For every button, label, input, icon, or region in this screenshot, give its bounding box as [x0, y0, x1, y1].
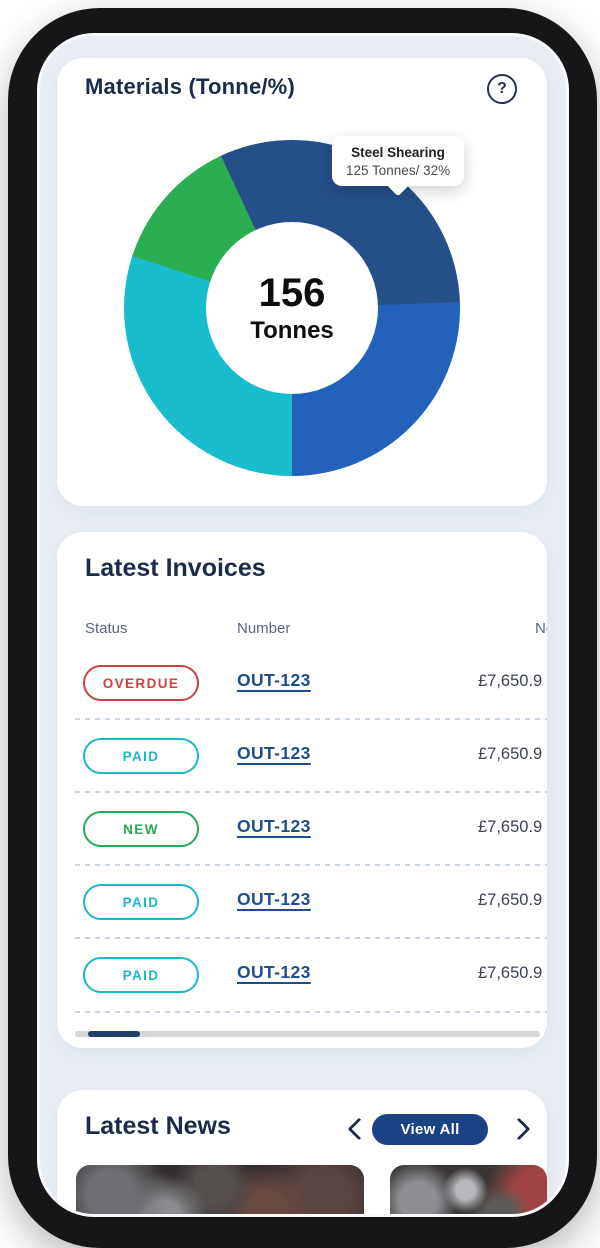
column-header-net-clipped: Ne: [535, 620, 547, 637]
invoice-amount: £7,650.9: [478, 818, 543, 836]
phone-frame: Materials (Tonne/%) ? 156 Tonnes Steel S…: [8, 8, 597, 1248]
app-screen: Materials (Tonne/%) ? 156 Tonnes Steel S…: [40, 36, 566, 1214]
column-header-status: Status: [85, 620, 128, 637]
latest-invoices-card: Latest Invoices Status Number Ne OVERDUE…: [57, 532, 547, 1048]
invoice-number-link[interactable]: OUT-123: [237, 670, 311, 690]
invoice-amount: £7,650.9: [478, 891, 543, 909]
invoice-number-link[interactable]: OUT-123: [237, 816, 311, 836]
tooltip-detail: 125 Tonnes/ 32%: [346, 163, 451, 178]
invoice-row: PAID OUT-123 £7,650.9: [57, 884, 547, 922]
horizontal-scrollbar[interactable]: [75, 1031, 540, 1037]
invoices-title: Latest Invoices: [85, 554, 266, 582]
invoice-row: OVERDUE OUT-123 £7,650.9: [57, 665, 547, 703]
donut-total-unit: Tonnes: [250, 317, 334, 344]
invoice-number-link[interactable]: OUT-123: [237, 962, 311, 982]
row-divider: [75, 1011, 547, 1013]
invoice-row: PAID OUT-123 £7,650.9: [57, 738, 547, 776]
status-badge: PAID: [83, 738, 199, 774]
tooltip-title: Steel Shearing: [351, 145, 445, 160]
scrollbar-thumb[interactable]: [88, 1031, 140, 1037]
column-header-number: Number: [237, 620, 291, 637]
news-title: Latest News: [85, 1112, 231, 1140]
invoice-number-link[interactable]: OUT-123: [237, 743, 311, 763]
row-divider: [75, 864, 547, 866]
row-divider: [75, 937, 547, 939]
invoice-amount: £7,650.9: [478, 745, 543, 763]
donut-chart[interactable]: 156 Tonnes: [124, 140, 460, 476]
row-divider: [75, 791, 547, 793]
news-photo-1[interactable]: [76, 1165, 364, 1214]
status-badge: PAID: [83, 957, 199, 993]
latest-news-card: Latest News View All: [57, 1090, 547, 1214]
chevron-left-icon[interactable]: [345, 1118, 367, 1140]
chart-tooltip: Steel Shearing 125 Tonnes/ 32%: [332, 136, 465, 186]
status-badge: NEW: [83, 811, 199, 847]
invoice-amount: £7,650.9: [478, 964, 543, 982]
donut-total-value: 156: [258, 271, 326, 315]
news-photo-2[interactable]: [390, 1165, 547, 1214]
invoice-amount: £7,650.9: [478, 672, 543, 690]
help-icon[interactable]: ?: [487, 74, 517, 104]
invoice-row: NEW OUT-123 £7,650.9: [57, 811, 547, 849]
row-divider: [75, 718, 547, 720]
help-glyph: ?: [497, 80, 507, 97]
view-all-label: View All: [400, 1121, 460, 1138]
invoice-row: PAID OUT-123 £7,650.9: [57, 957, 547, 995]
materials-card-title: Materials (Tonne/%): [85, 74, 295, 99]
invoices-header-row: Status Number Ne: [57, 620, 547, 640]
donut-center: 156 Tonnes: [206, 222, 378, 394]
view-all-button[interactable]: View All: [372, 1114, 488, 1145]
status-badge: PAID: [83, 884, 199, 920]
materials-card: Materials (Tonne/%) ? 156 Tonnes Steel S…: [57, 58, 547, 506]
status-badge: OVERDUE: [83, 665, 199, 701]
invoice-number-link[interactable]: OUT-123: [237, 889, 311, 909]
chevron-right-icon[interactable]: [509, 1118, 531, 1140]
